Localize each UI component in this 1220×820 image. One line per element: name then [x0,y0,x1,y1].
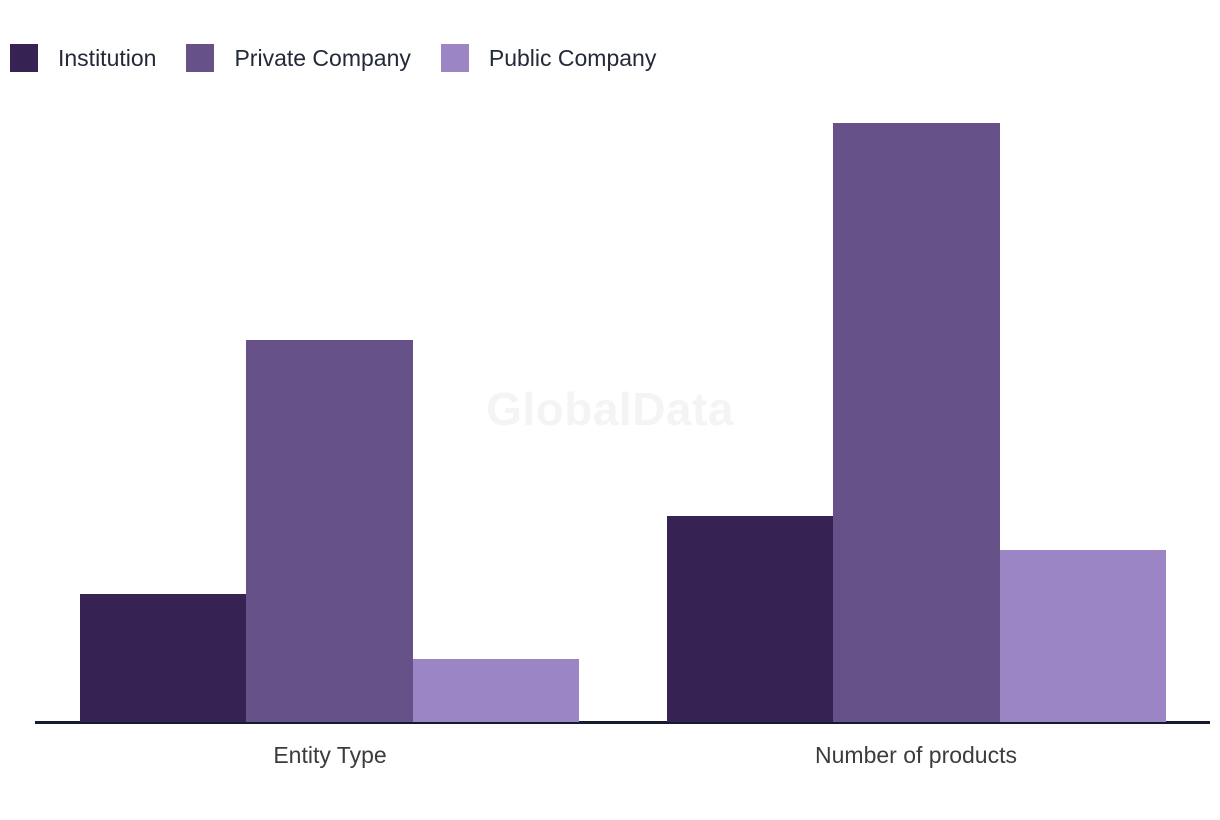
legend-swatch-private-company [186,44,215,72]
bar-private-company-number-of-products[interactable] [833,123,1000,722]
legend-item-public-company[interactable]: Public Company [440,44,657,72]
bar-public-company-number-of-products[interactable] [999,550,1166,722]
x-axis-label-entity-type: Entity Type [273,742,387,768]
legend-label-private-company: Private Company [234,45,411,71]
bar-public-company-entity-type[interactable] [412,659,579,722]
bar-institution-number-of-products[interactable] [667,515,834,722]
legend-item-private-company[interactable]: Private Company [186,44,411,72]
bar-institution-entity-type[interactable] [80,593,247,722]
legend-label-public-company: Public Company [488,45,657,71]
bar-private-company-entity-type[interactable] [246,339,413,722]
x-axis-label-number-of-products: Number of products [815,742,1017,768]
legend-label-institution: Institution [58,45,157,71]
legend: Institution Private Company Public Compa… [10,44,656,72]
legend-item-institution[interactable]: Institution [10,44,156,72]
legend-swatch-institution [10,44,38,72]
x-axis-line [35,721,1210,724]
legend-swatch-public-company [440,44,469,72]
